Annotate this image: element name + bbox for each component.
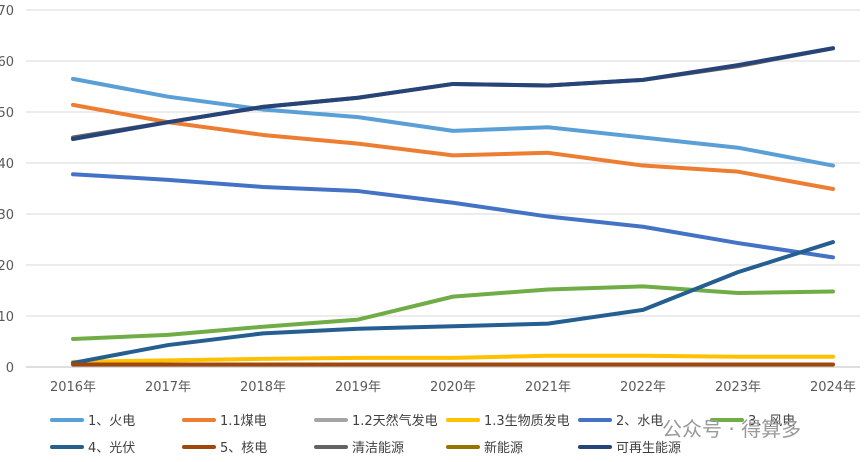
series-line-0 <box>71 76 835 168</box>
legend-label: 1.1煤电 <box>220 414 267 429</box>
series-line-4 <box>71 172 835 260</box>
y-tick-label: 20 <box>0 259 14 274</box>
legend-label: 清洁能源 <box>352 441 404 456</box>
watermark-text: 公众号 · 得算多 <box>662 417 802 441</box>
y-tick-label: 60 <box>0 55 14 70</box>
series-line-5 <box>71 284 835 341</box>
series-line-6 <box>71 240 835 365</box>
x-tick-label: 2020年 <box>430 380 476 395</box>
x-tick-label: 2019年 <box>335 380 381 395</box>
legend-label: 3、风电 <box>748 414 795 429</box>
legend-label: 1.2天然气发电 <box>352 413 438 429</box>
series-line-3 <box>71 353 835 364</box>
x-tick-label: 2021年 <box>525 380 571 395</box>
x-tick-label: 2022年 <box>620 380 666 395</box>
y-tick-label: 0 <box>6 361 14 376</box>
gridlines <box>26 9 860 317</box>
legend-label: 5、核电 <box>220 441 267 456</box>
x-tick-label: 2016年 <box>50 380 96 395</box>
x-tick-label: 2018年 <box>240 380 286 395</box>
legend-label: 1.3生物质发电 <box>484 413 570 429</box>
y-tick-label: 30 <box>0 208 14 223</box>
y-tick-label: 10 <box>0 310 14 325</box>
x-tick-label: 2024年 <box>810 380 856 395</box>
legend-label: 4、光伏 <box>88 441 135 456</box>
legend-label: 2、水电 <box>616 414 663 429</box>
y-tick-label: 50 <box>0 106 14 121</box>
legend-label: 新能源 <box>484 440 523 456</box>
y-tick-label: 40 <box>0 157 14 172</box>
axes: 0 10 20 30 40 50 60 70 2016年 2017年 2018年 2019年 2020年… <box>0 4 860 395</box>
x-tick-label: 2023年 <box>715 380 761 395</box>
series-line-1 <box>71 102 835 192</box>
series-lines <box>71 46 835 367</box>
series-line-10 <box>71 46 835 142</box>
legend-label: 1、火电 <box>88 414 135 429</box>
x-tick-label: 2017年 <box>145 380 191 395</box>
legend-label: 可再生能源 <box>616 441 681 456</box>
legend: 1、火电 1.1煤电 1.2天然气发电 1.3生物质发电 2、水电 3、风电 4、光伏 5、核… <box>50 413 795 456</box>
y-tick-label: 70 <box>0 4 14 19</box>
